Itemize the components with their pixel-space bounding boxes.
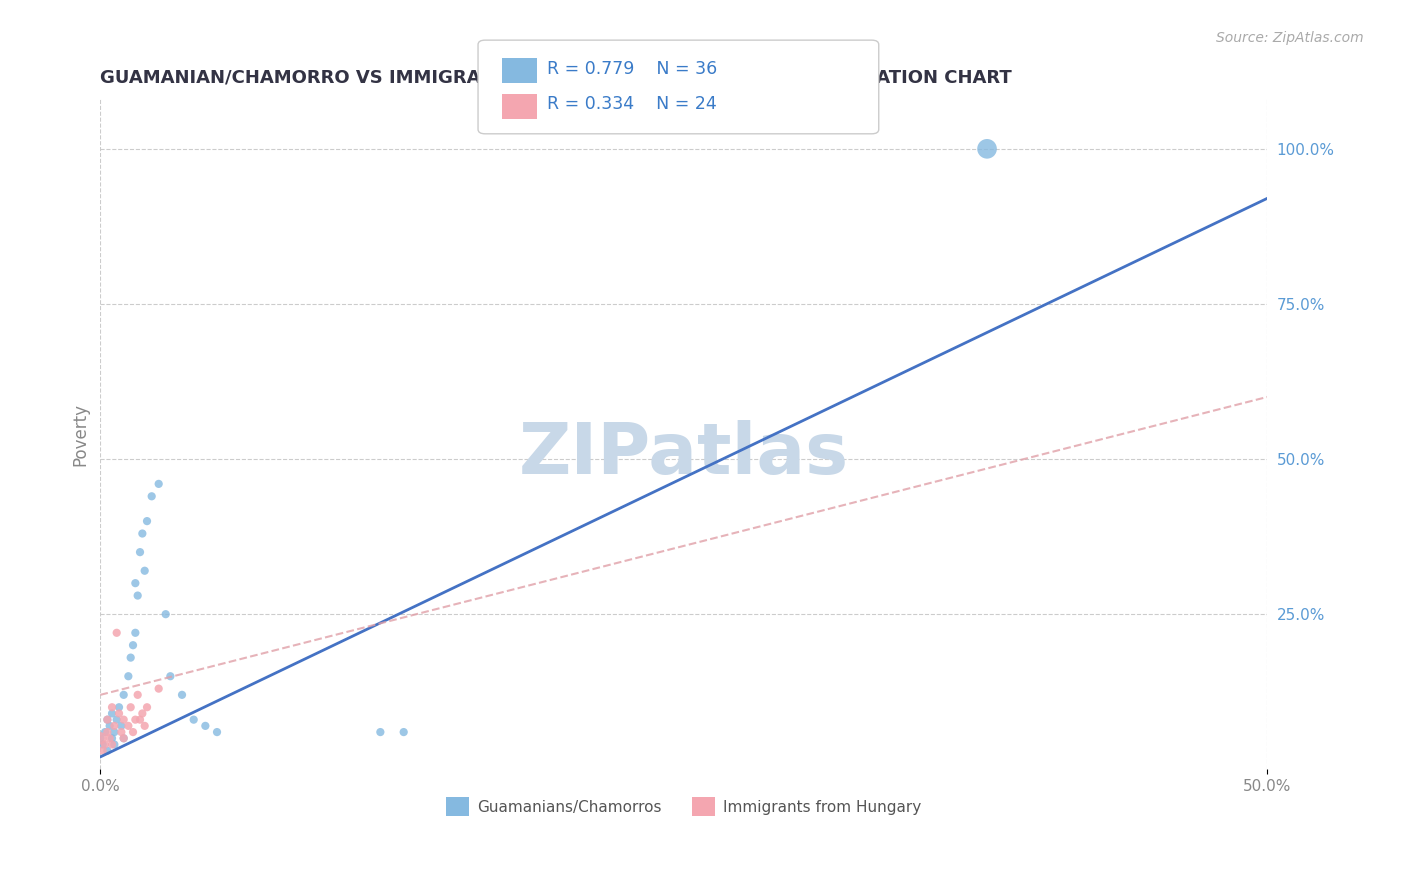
Point <box>170 688 193 702</box>
Point <box>127 688 149 702</box>
Point <box>205 725 228 739</box>
Point <box>120 700 142 714</box>
Point <box>127 589 149 603</box>
Point <box>124 713 146 727</box>
Point <box>131 706 153 721</box>
Point <box>131 526 153 541</box>
Point <box>122 725 145 739</box>
Point <box>120 650 142 665</box>
Point <box>103 719 125 733</box>
Point <box>124 625 146 640</box>
Point <box>370 725 392 739</box>
Legend: Guamanians/Chamorros, Immigrants from Hungary: Guamanians/Chamorros, Immigrants from Hu… <box>440 791 927 822</box>
Point <box>96 713 118 727</box>
Point <box>91 738 114 752</box>
Point <box>110 725 132 739</box>
Point <box>194 719 217 733</box>
Point <box>124 576 146 591</box>
Point <box>98 719 121 733</box>
Point <box>101 706 124 721</box>
Point <box>112 731 135 746</box>
Point <box>136 700 159 714</box>
Point <box>141 489 163 503</box>
Text: ZIPatlas: ZIPatlas <box>519 420 849 489</box>
Point <box>117 669 139 683</box>
Point <box>134 719 156 733</box>
Point <box>96 744 118 758</box>
Point <box>112 688 135 702</box>
Point <box>129 545 152 559</box>
Point <box>101 700 124 714</box>
Point <box>148 476 170 491</box>
Point <box>94 738 117 752</box>
Point <box>94 725 117 739</box>
Point <box>136 514 159 528</box>
Point <box>108 700 131 714</box>
Point <box>159 669 181 683</box>
Point <box>96 713 118 727</box>
Point <box>105 625 128 640</box>
Point <box>98 731 121 746</box>
Point <box>105 713 128 727</box>
Point <box>112 731 135 746</box>
Point <box>392 725 415 739</box>
Point <box>103 725 125 739</box>
Point <box>976 142 998 156</box>
Point <box>134 564 156 578</box>
Point <box>129 713 152 727</box>
Text: R = 0.779    N = 36: R = 0.779 N = 36 <box>547 60 717 78</box>
Point <box>89 731 111 746</box>
Point <box>122 638 145 652</box>
Point <box>155 607 177 622</box>
Point <box>103 738 125 752</box>
Point <box>183 713 205 727</box>
Point <box>96 725 118 739</box>
Point <box>108 706 131 721</box>
Point <box>101 738 124 752</box>
Y-axis label: Poverty: Poverty <box>72 403 89 466</box>
Point <box>91 744 114 758</box>
Text: Source: ZipAtlas.com: Source: ZipAtlas.com <box>1216 31 1364 45</box>
Text: R = 0.334    N = 24: R = 0.334 N = 24 <box>547 95 717 113</box>
Text: GUAMANIAN/CHAMORRO VS IMMIGRANTS FROM HUNGARY POVERTY CORRELATION CHART: GUAMANIAN/CHAMORRO VS IMMIGRANTS FROM HU… <box>100 69 1012 87</box>
Point <box>112 713 135 727</box>
Point <box>89 731 111 746</box>
Point <box>148 681 170 696</box>
Point <box>101 731 124 746</box>
Point <box>117 719 139 733</box>
Point <box>110 719 132 733</box>
